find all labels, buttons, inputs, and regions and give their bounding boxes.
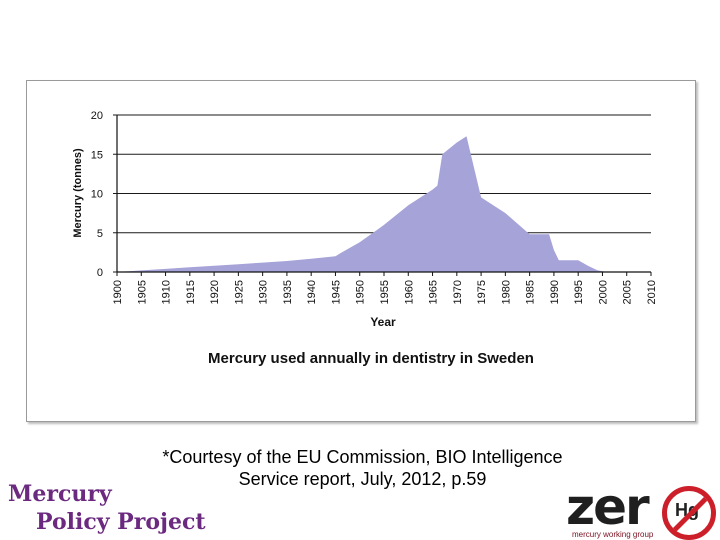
x-tick-label: 1910: [161, 280, 173, 304]
area-layer: [117, 136, 651, 272]
chart-title: Mercury used annually in dentistry in Sw…: [208, 350, 534, 367]
x-tick-label: 1945: [330, 280, 342, 304]
x-tick-label: 1955: [379, 280, 391, 304]
x-tick-label: 1905: [136, 280, 148, 304]
credit-line-1: *Courtesy of the EU Commission, BIO Inte…: [162, 447, 563, 467]
credit-text: *Courtesy of the EU Commission, BIO Inte…: [90, 446, 635, 490]
credit-line-2: Service report, July, 2012, p.59: [238, 469, 487, 489]
y-tick-label: 0: [97, 267, 103, 279]
x-tick-label: 2010: [646, 280, 658, 304]
x-tick-label: 1975: [476, 280, 488, 304]
x-axis-label: Year: [370, 315, 396, 329]
y-tick-label: 5: [97, 228, 103, 240]
mpp-logo-line-2: Policy Project: [36, 509, 206, 535]
x-tick-label: 1970: [452, 280, 464, 304]
x-tick-label: 1920: [209, 280, 221, 304]
x-ticks: 1900 1905 1910 1915 1920 1925 1930 1935 1940 1945…: [112, 272, 658, 304]
x-tick-label: 1900: [112, 280, 124, 304]
x-tick-label: 1930: [258, 280, 270, 304]
x-tick-label: 1925: [233, 280, 245, 304]
x-tick-label: 2005: [622, 280, 634, 304]
y-tick-label: 10: [91, 189, 103, 201]
zero-logo-word: zer: [566, 478, 650, 536]
x-tick-label: 1960: [403, 280, 415, 304]
zero-mercury-logo: zer Hg mercury working group: [566, 478, 716, 540]
x-tick-label: 1915: [185, 280, 197, 304]
x-tick-label: 1965: [428, 280, 440, 304]
y-ticks: 0 5 10 15 20: [91, 110, 117, 279]
chart-frame: 0 5 10 15 20 1900 1905 1910 1915 1920 1925 1930 193…: [26, 80, 696, 422]
chart: 0 5 10 15 20 1900 1905 1910 1915 1920 1925 1930 193…: [72, 110, 658, 367]
zero-logo-subtitle: mercury working group: [572, 530, 654, 539]
y-tick-label: 15: [91, 149, 103, 161]
x-tick-label: 2000: [597, 280, 609, 304]
x-tick-label: 1985: [525, 280, 537, 304]
mpp-logo-line-1: Mercury: [8, 481, 112, 507]
series-area: [117, 136, 651, 272]
x-tick-label: 1935: [282, 280, 294, 304]
x-tick-label: 1995: [573, 280, 585, 304]
x-tick-label: 1950: [355, 280, 367, 304]
y-tick-label: 20: [91, 110, 103, 122]
x-tick-label: 1940: [306, 280, 318, 304]
y-axis-label: Mercury (tonnes): [72, 148, 84, 238]
x-tick-label: 1990: [549, 280, 561, 304]
x-tick-label: 1980: [500, 280, 512, 304]
no-mercury-icon: Hg: [662, 486, 716, 540]
mercury-policy-project-logo: Mercury Policy Project: [8, 480, 206, 536]
